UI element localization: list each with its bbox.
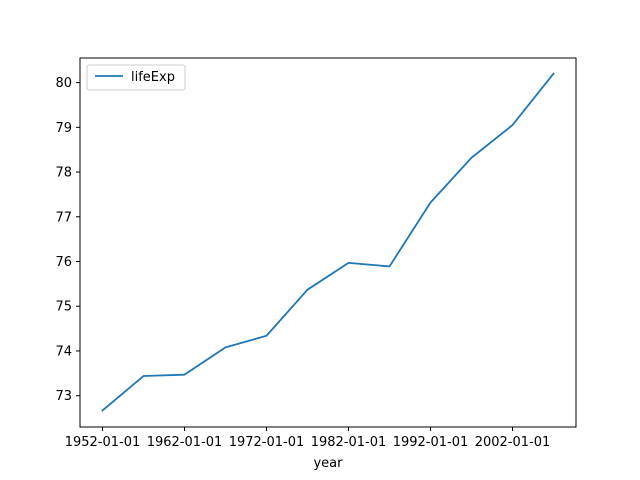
x-tick-label: 1952-01-01 xyxy=(65,435,141,450)
legend-frame xyxy=(86,64,186,91)
y-tick-label: 80 xyxy=(55,76,72,91)
y-tick-label: 76 xyxy=(55,255,72,270)
x-tick-label: 2002-01-01 xyxy=(475,435,551,450)
y-tick-label: 75 xyxy=(55,300,72,315)
legend: lifeExp xyxy=(86,64,186,91)
x-tick-label: 1992-01-01 xyxy=(393,435,469,450)
y-tick-label: 77 xyxy=(55,210,72,225)
y-tick-label: 73 xyxy=(55,389,72,404)
x-tick-label: 1982-01-01 xyxy=(311,435,387,450)
x-axis-label: year xyxy=(313,456,343,471)
plot-area xyxy=(101,72,555,412)
legend-label-lifeexp: lifeExp xyxy=(131,70,175,85)
y-tick-label: 79 xyxy=(55,121,72,136)
x-tick-label: 1962-01-01 xyxy=(147,435,223,450)
y-axis: 73 74 75 76 77 78 79 80 xyxy=(55,76,80,404)
x-axis: 1952-01-01 1962-01-01 1972-01-01 1982-01-01… xyxy=(65,427,551,450)
y-tick-label: 74 xyxy=(55,344,72,359)
series-line-lifeexp xyxy=(101,72,555,412)
y-tick-label: 78 xyxy=(55,166,72,181)
x-tick-label: 1972-01-01 xyxy=(229,435,305,450)
axes-frame xyxy=(79,57,577,428)
